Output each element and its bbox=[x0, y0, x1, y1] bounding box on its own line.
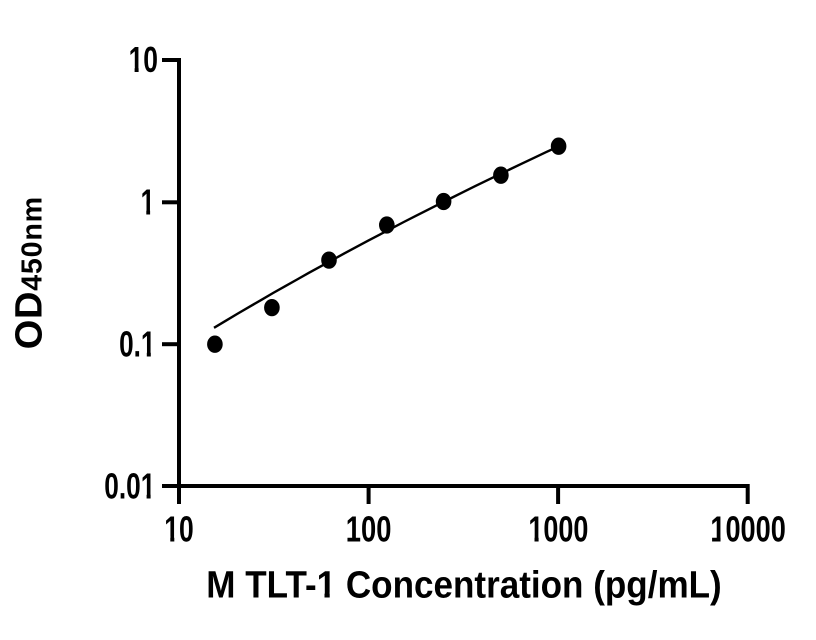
svg-text:10: 10 bbox=[129, 39, 158, 80]
svg-text:1: 1 bbox=[141, 182, 155, 223]
svg-text:0.01: 0.01 bbox=[104, 465, 155, 506]
svg-text:M TLT-1 Concentration (pg/mL): M TLT-1 Concentration (pg/mL) bbox=[206, 563, 721, 606]
svg-text:10000: 10000 bbox=[710, 509, 785, 550]
svg-text:10: 10 bbox=[164, 508, 193, 549]
svg-text:100: 100 bbox=[346, 509, 392, 550]
svg-text:0.1: 0.1 bbox=[119, 324, 155, 364]
svg-text:OD450nm: OD450nm bbox=[9, 196, 51, 349]
svg-text:1000: 1000 bbox=[528, 508, 588, 549]
